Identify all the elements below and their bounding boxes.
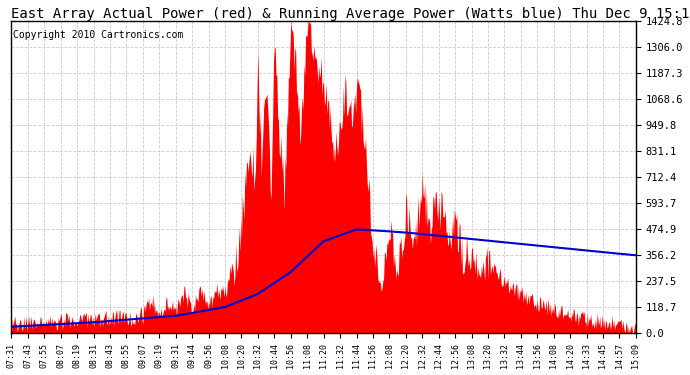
Text: Copyright 2010 Cartronics.com: Copyright 2010 Cartronics.com — [12, 30, 183, 40]
Text: East Array Actual Power (red) & Running Average Power (Watts blue) Thu Dec 9 15:: East Array Actual Power (red) & Running … — [12, 7, 690, 21]
